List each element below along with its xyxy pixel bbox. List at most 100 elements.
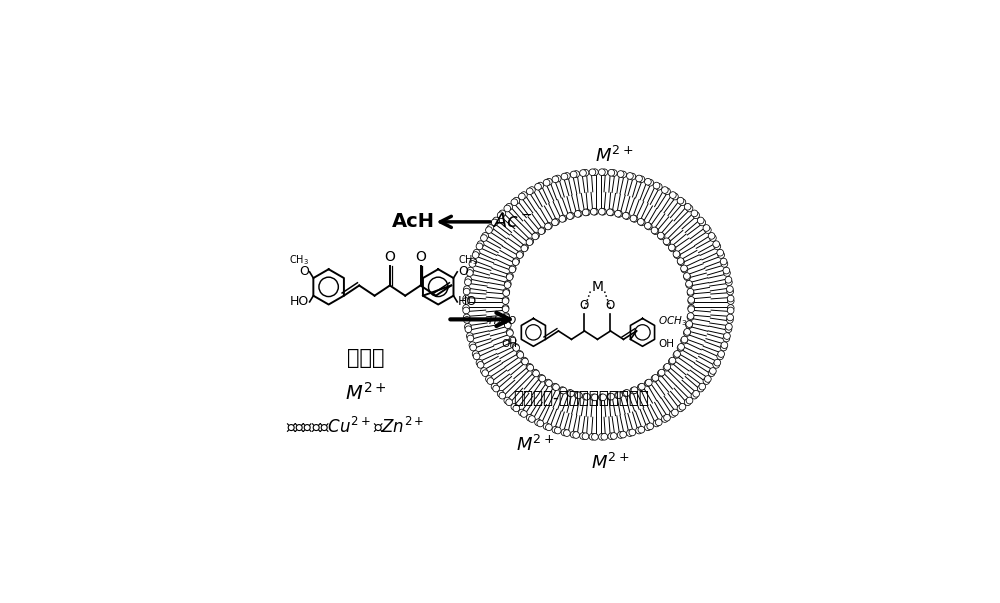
Circle shape [645,223,652,230]
Circle shape [624,390,630,396]
Text: O: O [415,250,426,264]
Text: CH$_3$: CH$_3$ [458,253,478,267]
Circle shape [679,403,686,410]
Circle shape [502,297,509,303]
Circle shape [582,433,589,440]
Circle shape [608,209,614,216]
Circle shape [651,375,658,382]
Circle shape [535,419,541,426]
Circle shape [672,409,678,416]
Circle shape [599,208,605,215]
Circle shape [727,305,734,311]
Circle shape [684,329,691,335]
Circle shape [526,414,533,421]
Circle shape [580,169,586,177]
Circle shape [502,305,509,311]
Circle shape [673,251,680,257]
Circle shape [529,415,535,422]
Circle shape [463,307,470,314]
Circle shape [583,209,590,216]
Circle shape [697,217,704,224]
Circle shape [529,187,535,194]
Circle shape [507,273,513,279]
Circle shape [539,227,546,234]
Circle shape [561,429,568,436]
Circle shape [546,380,552,387]
Circle shape [644,223,651,229]
Circle shape [678,259,684,265]
Circle shape [638,219,645,226]
Circle shape [465,276,472,283]
Circle shape [504,280,511,287]
Circle shape [601,434,608,440]
Circle shape [533,232,539,239]
Circle shape [491,219,498,226]
Circle shape [636,427,642,434]
Circle shape [499,393,506,399]
Circle shape [507,330,513,336]
Circle shape [721,260,728,267]
Circle shape [686,282,693,288]
Circle shape [532,233,539,240]
Circle shape [512,344,519,350]
Circle shape [608,169,615,176]
Circle shape [513,405,520,412]
Circle shape [703,377,710,384]
Circle shape [644,380,651,387]
Circle shape [582,209,589,216]
Circle shape [589,434,596,440]
Circle shape [568,390,574,397]
Circle shape [687,314,694,321]
Circle shape [553,384,559,391]
Circle shape [717,250,724,256]
Circle shape [560,387,567,394]
Circle shape [477,241,484,247]
Circle shape [546,223,552,229]
Circle shape [568,212,574,219]
Circle shape [570,171,577,178]
Circle shape [638,384,645,390]
Circle shape [513,257,520,265]
Circle shape [493,217,499,224]
Circle shape [508,214,689,395]
Circle shape [519,193,525,200]
Text: 金属离子-姜黄素难溶性复合物: 金属离子-姜黄素难溶性复合物 [513,390,649,407]
Circle shape [512,259,519,265]
Circle shape [552,384,558,390]
Circle shape [723,335,730,342]
Circle shape [727,317,733,323]
Circle shape [473,250,480,256]
Circle shape [721,342,728,349]
Circle shape [710,368,716,374]
Circle shape [681,266,688,273]
Circle shape [503,313,510,320]
Circle shape [636,175,642,182]
Circle shape [647,423,654,430]
Circle shape [630,215,637,222]
Circle shape [504,321,511,327]
Circle shape [627,172,633,179]
Circle shape [662,187,668,194]
Circle shape [657,370,664,377]
Circle shape [629,173,636,180]
Circle shape [727,298,734,305]
Circle shape [672,193,678,200]
Circle shape [662,415,668,422]
Circle shape [554,427,561,434]
Circle shape [554,175,561,182]
Circle shape [567,390,573,396]
Circle shape [516,350,523,358]
Circle shape [582,393,589,400]
Circle shape [564,172,570,179]
Text: $M^{2+}$: $M^{2+}$ [516,435,554,455]
Circle shape [727,286,733,292]
Circle shape [543,423,550,430]
Text: 金属离子：$Cu^{2+}$或$Zn^{2+}$: 金属离子：$Cu^{2+}$或$Zn^{2+}$ [286,417,425,436]
Circle shape [658,369,665,376]
Circle shape [506,329,513,335]
Circle shape [678,344,684,350]
Circle shape [477,362,484,368]
Text: $OCH_3$: $OCH_3$ [658,314,688,328]
Circle shape [668,244,675,251]
Circle shape [699,219,706,226]
